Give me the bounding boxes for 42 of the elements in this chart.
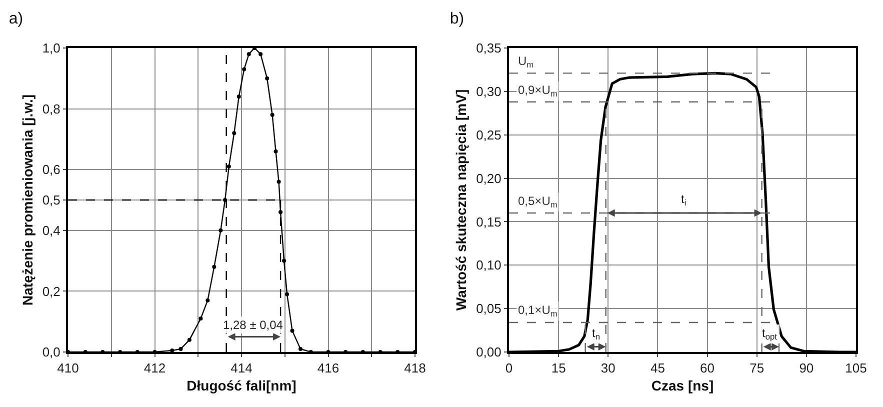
chart-title: a) [8,10,24,28]
x-tick-label: 0 [505,360,513,376]
y-tick-label: 1,0 [42,40,60,56]
x-axis-title: Czas [ns] [651,377,714,394]
x-tick-label: 90 [799,360,814,376]
y-tick-label: 0,25 [476,127,502,142]
chart-title: b) [450,10,464,28]
y-tick-label: 0,00 [476,344,502,360]
y-tick-label: 0,6 [42,162,60,178]
x-tick-label: 105 [845,360,867,376]
ref-line-label: 0,5×U$_{m}$ [518,194,558,210]
x-tick-label: 30 [600,360,616,376]
x-tick-label: 45 [650,360,665,376]
y-tick-label: 0,15 [476,214,502,230]
y-tick-label: 0,8 [42,101,60,116]
y-tick-label: 0,30 [476,84,502,99]
y-tick-label: 0,0 [42,344,60,360]
y-tick-label: 0,2 [42,284,60,299]
y-tick-label: 0,35 [476,40,502,56]
ref-line-label: 0,1×U$_{m}$ [518,303,558,319]
y-tick-label: 0,5 [42,192,60,208]
y-axis-title: Natężenie promieniowania [j.w.] [19,94,36,306]
x-tick-label: 414 [230,360,252,376]
annotation: 1,28 ± 0,04 [223,318,284,332]
x-tick-label: 75 [750,360,764,376]
annotation: t$_{opt}$ [762,326,778,342]
ref-line-label: U$_{m}$ [518,54,534,70]
x-tick-label: 15 [551,360,566,376]
annotation: t$_{i}$ [681,192,686,208]
x-tick-label: 418 [404,360,426,376]
x-tick-label: 410 [57,360,79,376]
annotation: t$_{n}$ [592,326,600,342]
x-tick-label: 416 [317,360,340,376]
x-axis-title: Długość fali[nm] [186,377,296,394]
y-tick-label: 0,10 [476,258,502,273]
ref-line-label: 0,9×U$_{m}$ [518,83,558,99]
x-tick-label: 412 [144,360,166,376]
y-tick-label: 0,20 [476,170,502,186]
y-tick-label: 0,05 [476,301,502,316]
x-tick-label: 60 [700,360,715,376]
y-axis-title: Wartość skuteczna napięcia [mV] [453,89,470,311]
y-tick-label: 0,4 [42,222,60,238]
